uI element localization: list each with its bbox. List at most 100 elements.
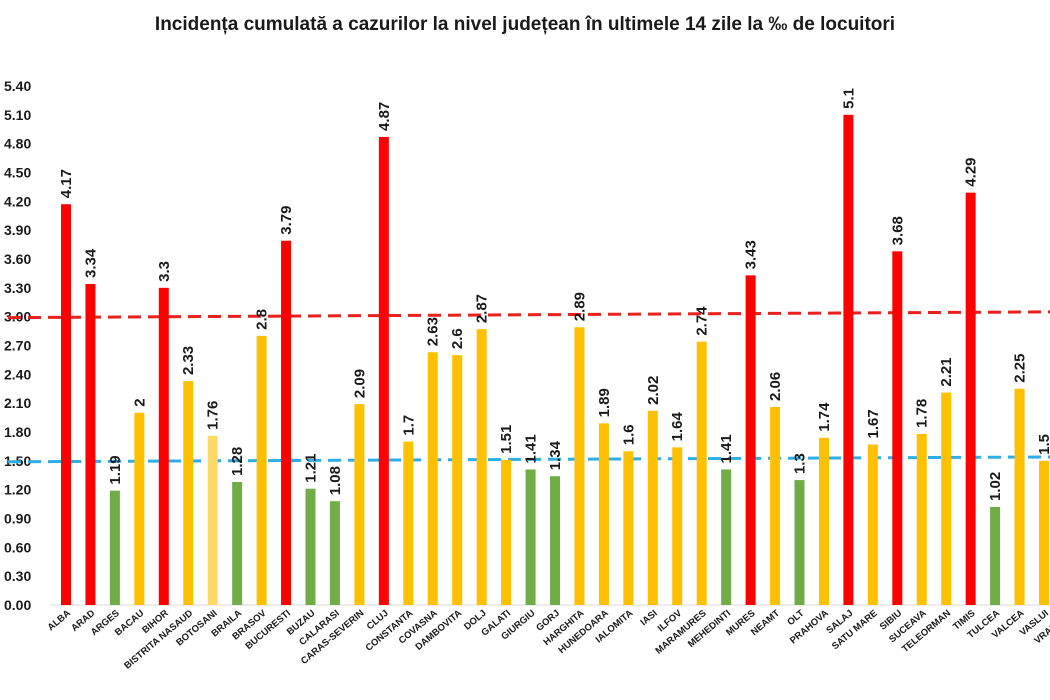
bar [990, 506, 1001, 605]
chart-title: Incidența cumulată a cazurilor la nivel … [154, 14, 896, 35]
bar [256, 335, 267, 605]
data-label: 1.02 [987, 472, 1004, 501]
bar [623, 451, 634, 605]
y-tick-label: 4.50 [4, 165, 31, 181]
data-label: 3.68 [889, 216, 906, 245]
data-label: 1.6 [620, 424, 637, 445]
y-tick-label: 0.00 [4, 597, 31, 613]
data-label: 2.6 [449, 328, 466, 349]
data-label: 3.3 [156, 261, 173, 282]
bar [745, 275, 756, 605]
y-tick-label: 5.10 [4, 107, 31, 123]
data-label: 1.51 [498, 425, 515, 454]
data-label: 3.34 [82, 248, 99, 278]
bar [61, 204, 71, 605]
bar [232, 481, 243, 605]
data-label: 1.67 [865, 409, 882, 438]
data-labels: 4.17 3.34 1.19 2 3.3 2.33 1.76 1.28 2.8 3.79 1.21 1… [58, 88, 1050, 501]
y-tick-label: 2.40 [4, 366, 31, 382]
bar [770, 407, 781, 605]
bar [354, 404, 365, 605]
data-label: 1.89 [596, 388, 613, 417]
data-label: 1.64 [669, 412, 686, 442]
bar [574, 327, 585, 605]
data-label: 5.1 [840, 88, 857, 109]
data-label: 1.3 [792, 453, 809, 474]
bar [109, 490, 120, 605]
bar [941, 392, 952, 605]
data-label: 3.79 [278, 206, 295, 235]
bar [329, 501, 340, 605]
data-label: 2.25 [1012, 354, 1029, 383]
data-label: 2.63 [425, 317, 442, 346]
bars [61, 114, 1049, 606]
data-label: 1.74 [816, 402, 833, 432]
bar [721, 469, 732, 605]
y-tick-label: 1.20 [4, 482, 31, 498]
data-label: 4.17 [58, 169, 75, 198]
bar [305, 488, 316, 605]
data-label: 2.8 [254, 309, 271, 330]
reference-line [7, 310, 1050, 320]
bar [1039, 460, 1049, 605]
data-label: 2 [131, 398, 148, 406]
data-label: 1.21 [303, 454, 320, 483]
data-label: 2.09 [351, 369, 368, 398]
y-tick-label: 0.60 [4, 539, 31, 555]
bar [916, 433, 927, 605]
bar [207, 435, 218, 605]
data-label: 2.89 [571, 292, 588, 321]
data-label: 1.34 [547, 440, 564, 470]
bar [794, 480, 805, 605]
bar [867, 444, 878, 605]
data-label: 4.87 [376, 102, 393, 131]
bar [452, 355, 463, 605]
bar [501, 459, 512, 605]
data-label: 4.29 [963, 157, 980, 186]
bar [378, 136, 389, 605]
bar [672, 447, 683, 605]
data-label: 2.02 [645, 376, 662, 405]
bar [647, 410, 658, 605]
data-label: 2.33 [180, 346, 197, 375]
bar [85, 283, 96, 605]
bar [696, 341, 707, 605]
y-tick-label: 3.60 [4, 251, 31, 267]
data-label: 1.28 [229, 447, 246, 476]
data-label: 1.7 [400, 415, 417, 436]
data-label: 3.43 [743, 240, 760, 269]
bar [818, 437, 829, 605]
y-tick-label: 2.10 [4, 395, 31, 411]
x-tick-label: ALBA [46, 608, 73, 633]
y-tick-label: 0.90 [4, 511, 31, 527]
data-label: 2.21 [938, 357, 955, 386]
bar [134, 412, 145, 605]
y-tick-label: 5.40 [4, 78, 31, 94]
data-label: 1.19 [107, 455, 124, 484]
data-label: 1.5 [1036, 434, 1050, 455]
y-tick-label: 3.30 [4, 280, 31, 296]
bar [892, 251, 903, 606]
bar [550, 476, 560, 605]
bar [843, 114, 854, 605]
data-label: 1.78 [914, 399, 931, 428]
bar [403, 441, 414, 605]
y-tick-label: 4.80 [4, 136, 31, 152]
y-tick-label: 4.20 [4, 193, 31, 209]
y-tick-label: 2.70 [4, 338, 31, 354]
bar [965, 192, 976, 605]
y-tick-label: 3.90 [4, 222, 31, 238]
bar [1014, 388, 1025, 605]
data-label: 1.41 [523, 434, 540, 463]
y-tick-label: 0.30 [4, 568, 31, 584]
data-label: 1.76 [205, 401, 222, 430]
data-label: 2.74 [694, 306, 711, 336]
bar [525, 469, 536, 605]
bar [183, 381, 194, 605]
bar [158, 287, 169, 605]
data-label: 2.06 [767, 372, 784, 401]
data-label: 2.87 [474, 294, 491, 323]
